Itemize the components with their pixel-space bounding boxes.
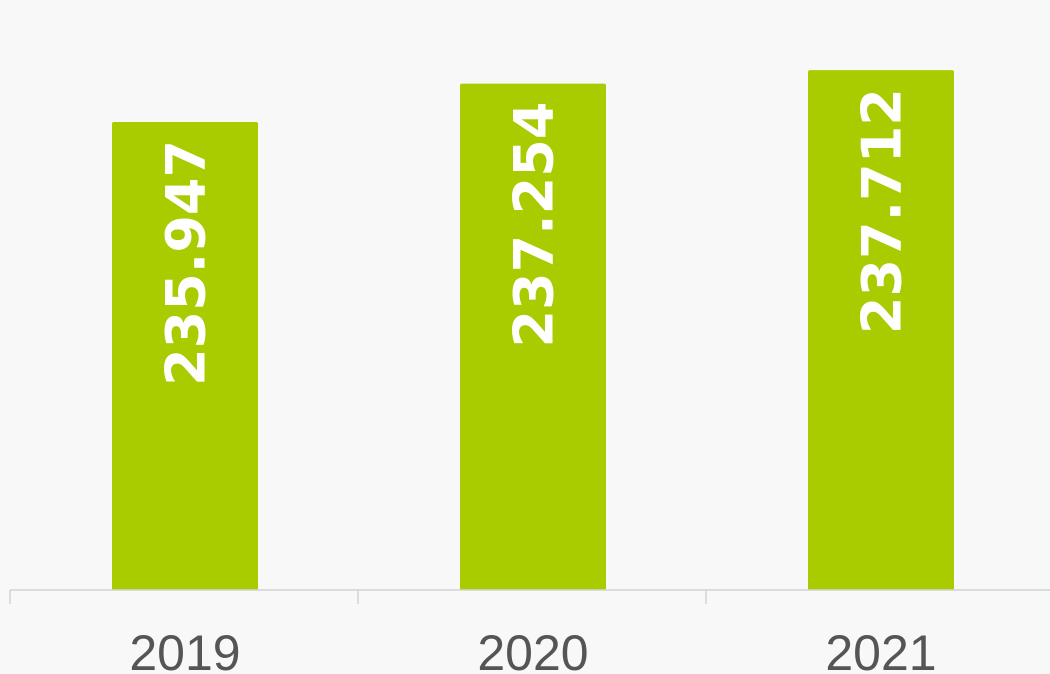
bar-2019 (112, 121, 258, 590)
x-tick-label-2021: 2021 (825, 625, 936, 674)
bar-value-label-2020: 237.254 (503, 102, 566, 348)
bar-2021 (808, 70, 954, 590)
x-axis (9, 589, 1050, 604)
x-tick-label-2020: 2020 (477, 625, 588, 674)
labels-layer: 235.947 2019 237.254 2020 237.712 2021 (129, 88, 936, 674)
bars-layer (112, 70, 954, 591)
x-tick-label-2019: 2019 (129, 625, 240, 674)
bar-value-label-2021: 237.712 (851, 88, 914, 334)
bar-2020 (460, 83, 606, 591)
bar-value-label-2019: 235.947 (155, 140, 218, 386)
